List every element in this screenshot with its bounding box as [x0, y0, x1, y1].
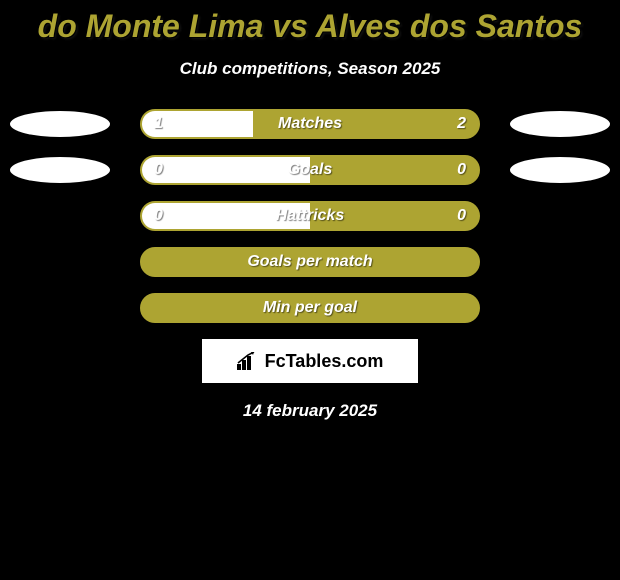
player-marker-left — [10, 111, 110, 137]
metric-label: Hattricks — [142, 203, 478, 229]
metric-label: Goals — [142, 157, 478, 183]
metric-row: Min per goal — [0, 293, 620, 323]
metric-row: Goals per match — [0, 247, 620, 277]
metric-row: 12Matches — [0, 109, 620, 139]
player-marker-right — [510, 111, 610, 137]
logo-badge: FcTables.com — [202, 339, 418, 383]
subtitle: Club competitions, Season 2025 — [0, 59, 620, 79]
metric-bar: Goals per match — [140, 247, 480, 277]
date-text: 14 february 2025 — [0, 401, 620, 421]
player-marker-left — [10, 157, 110, 183]
metric-bar: Min per goal — [140, 293, 480, 323]
metric-label: Matches — [142, 111, 478, 137]
chart-icon — [237, 352, 259, 370]
metric-row: 00Goals — [0, 155, 620, 185]
metric-row: 00Hattricks — [0, 201, 620, 231]
metrics-container: 12Matches 00Goals 00Hattricks Goals per mat… — [0, 109, 620, 323]
metric-bar: 00Hattricks — [140, 201, 480, 231]
page-title: do Monte Lima vs Alves dos Santos — [0, 0, 620, 45]
metric-label: Min per goal — [142, 295, 478, 321]
metric-label: Goals per match — [142, 249, 478, 275]
metric-bar: 00Goals — [140, 155, 480, 185]
player-marker-right — [510, 157, 610, 183]
metric-bar: 12Matches — [140, 109, 480, 139]
logo-text: FcTables.com — [265, 351, 384, 372]
